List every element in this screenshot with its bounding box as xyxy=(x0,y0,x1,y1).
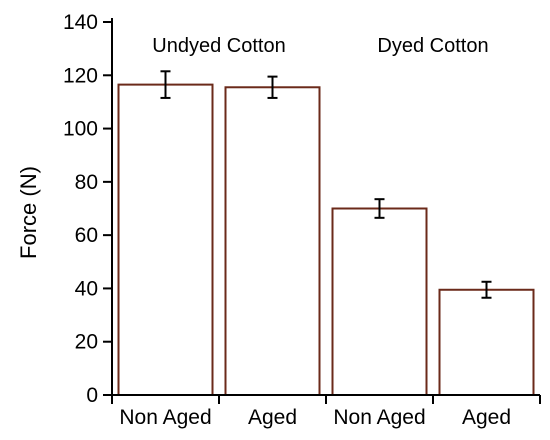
y-tick-label: 80 xyxy=(75,171,98,194)
bar xyxy=(117,83,214,396)
bar xyxy=(438,288,535,396)
y-axis-ticks: 0 20 40 60 80 100 120 140 xyxy=(63,11,112,407)
x-category-label: Aged xyxy=(248,406,297,429)
y-tick-label: 40 xyxy=(75,277,98,300)
error-bar xyxy=(160,70,171,99)
group-label: Dyed Cotton xyxy=(377,35,488,57)
error-bar xyxy=(481,280,492,299)
x-category-label: Non Aged xyxy=(119,406,211,429)
y-tick-label: 60 xyxy=(75,224,98,247)
y-tick-label: 100 xyxy=(63,118,98,141)
y-tick-label: 20 xyxy=(75,331,98,354)
group-labels: Undyed Cotton Dyed Cotton xyxy=(152,35,488,57)
group-label: Undyed Cotton xyxy=(152,35,285,57)
y-tick-label: 120 xyxy=(63,64,98,87)
bar xyxy=(224,86,321,397)
x-category-label: Aged xyxy=(462,406,511,429)
y-axis-title: Force (N) xyxy=(16,166,41,259)
y-tick-label: 140 xyxy=(63,11,98,34)
error-bars xyxy=(160,70,492,299)
y-tick-label: 0 xyxy=(86,384,98,407)
bar xyxy=(331,207,428,396)
bars xyxy=(117,83,535,397)
error-bar xyxy=(267,75,278,99)
x-category-label: Non Aged xyxy=(333,406,425,429)
error-bar xyxy=(374,198,385,219)
x-axis-category-labels: Non Aged Aged Non Aged Aged xyxy=(111,395,541,429)
